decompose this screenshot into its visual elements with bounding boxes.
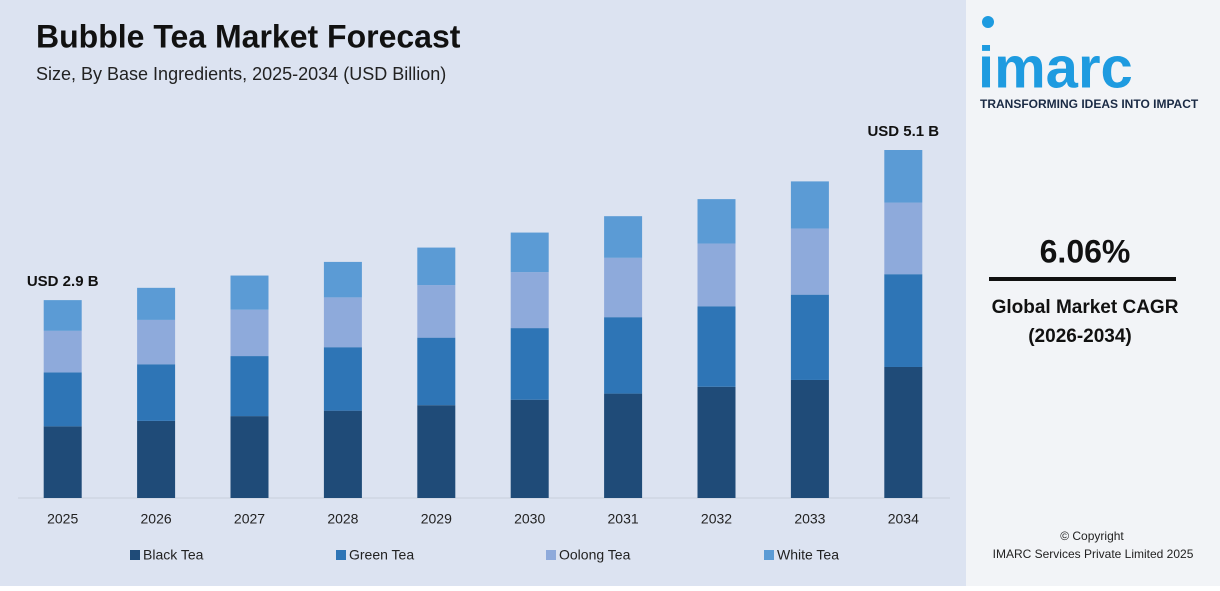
bar-segment (230, 275, 269, 310)
chart-subtitle: Size, By Base Ingredients, 2025-2034 (US… (36, 64, 446, 84)
bar-segment (43, 426, 82, 498)
bar-segment (323, 347, 362, 411)
legend-swatch (336, 550, 346, 560)
copyright: © Copyright (1060, 529, 1124, 543)
x-tick-label: 2026 (141, 511, 172, 527)
bar-segment (230, 416, 269, 498)
bar-segment (43, 330, 82, 373)
bar-segment (884, 202, 923, 275)
bar-segment (604, 317, 643, 394)
bar-segment (697, 243, 736, 307)
legend-label: Green Tea (349, 547, 414, 563)
cagr-value: 6.06% (1040, 233, 1131, 269)
bar-segment (417, 405, 456, 498)
bar-segment (137, 287, 176, 320)
bar-segment (417, 247, 456, 286)
x-tick-label: 2034 (888, 511, 919, 527)
bar-segment (884, 150, 923, 203)
logo-dot (982, 16, 994, 28)
legend-swatch (764, 550, 774, 560)
bar-segment (697, 306, 736, 387)
bar-segment (790, 228, 829, 295)
legend-swatch (130, 550, 140, 560)
bar-segment (137, 319, 176, 365)
x-tick-label: 2032 (701, 511, 732, 527)
bar-segment (323, 297, 362, 348)
cagr-period: (2026-2034) (1028, 326, 1132, 347)
bar-segment (604, 393, 643, 498)
legend-label: White Tea (777, 547, 839, 563)
bar-segment (137, 364, 176, 421)
x-tick-label: 2028 (327, 511, 358, 527)
bar-segment (697, 386, 736, 498)
bar-segment (417, 337, 456, 406)
bar-segment (230, 309, 269, 357)
bar-segment (697, 199, 736, 244)
tagline: TRANSFORMING IDEAS INTO IMPACT (980, 97, 1199, 111)
bar-segment (604, 216, 643, 258)
bar-segment (43, 372, 82, 427)
bar-segment (137, 420, 176, 498)
bar-segment (323, 410, 362, 498)
bar-segment (884, 274, 923, 367)
value-label: USD 2.9 B (27, 273, 99, 290)
chart-title: Bubble Tea Market Forecast (36, 18, 461, 54)
bar-segment (43, 300, 82, 331)
bar-segment (510, 399, 549, 498)
sidebar-background (966, 0, 1220, 586)
x-tick-label: 2025 (47, 511, 78, 527)
bar-segment (790, 379, 829, 498)
bar-segment (230, 356, 269, 417)
x-tick-label: 2029 (421, 511, 452, 527)
bar-segment (884, 366, 923, 498)
legend-swatch (546, 550, 556, 560)
bar-segment (604, 257, 643, 318)
value-label: USD 5.1 B (867, 123, 939, 140)
x-tick-label: 2033 (794, 511, 825, 527)
bar-segment (510, 232, 549, 273)
bar-segment (790, 294, 829, 380)
bar-segment (417, 285, 456, 338)
bar-segment (510, 328, 549, 400)
bar-segment (323, 261, 362, 298)
legend-label: Oolong Tea (559, 547, 631, 563)
x-tick-label: 2027 (234, 511, 265, 527)
bar-segment (510, 272, 549, 329)
bar-segment (790, 181, 829, 229)
x-tick-label: 2031 (608, 511, 639, 527)
logo: imarc (978, 35, 1133, 100)
x-tick-label: 2030 (514, 511, 545, 527)
legend-label: Black Tea (143, 547, 204, 563)
cagr-label: Global Market CAGR (992, 297, 1179, 318)
company: IMARC Services Private Limited 2025 (993, 547, 1194, 561)
